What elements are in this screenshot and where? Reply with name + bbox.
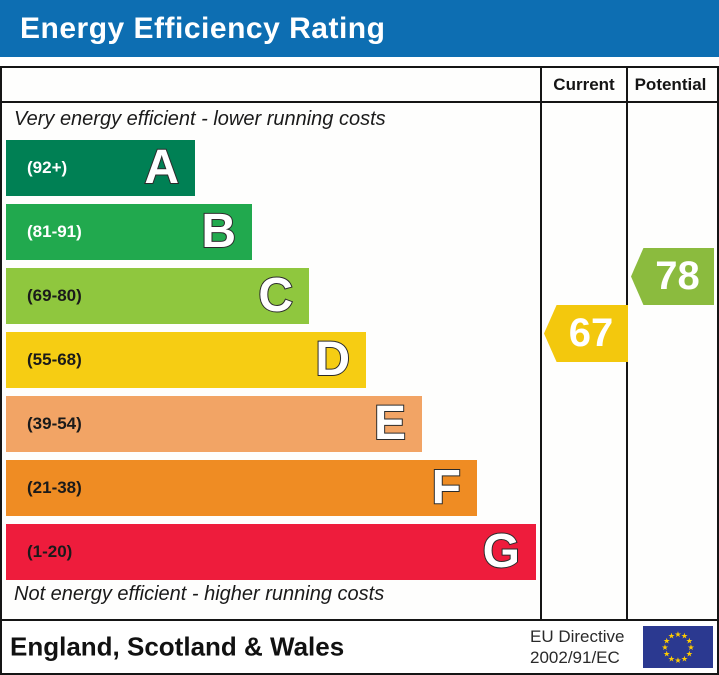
band-a-letter: A: [143, 141, 180, 194]
eu-flag-icon: ★ ★ ★ ★ ★ ★ ★ ★ ★ ★ ★ ★: [643, 626, 713, 668]
bottom-note: Not energy efficient - higher running co…: [14, 583, 385, 605]
region-label: England, Scotland & Wales: [10, 631, 345, 662]
band-d: (55-68) D: [6, 332, 366, 388]
svg-text:★: ★: [661, 643, 668, 652]
page-title: Energy Efficiency Rating: [20, 11, 386, 45]
title-bar: Energy Efficiency Rating: [0, 0, 719, 57]
svg-text:★: ★: [686, 637, 693, 646]
header-divider: [2, 101, 717, 103]
band-b-range: (81-91): [27, 222, 82, 241]
band-a-range: (92+): [27, 158, 68, 177]
column-header-current: Current: [553, 75, 615, 94]
band-c-letter: C: [257, 269, 294, 322]
footer-bar: England, Scotland & Wales EU Directive 2…: [0, 619, 719, 675]
eu-directive-line2: 2002/91/EC: [530, 648, 620, 667]
svg-text:★: ★: [687, 643, 694, 652]
current-arrow: 67: [544, 305, 628, 362]
band-g-range: (1-20): [27, 542, 73, 561]
eu-directive-text: EU Directive 2002/91/EC: [530, 626, 624, 668]
band-f: (21-38) F: [6, 460, 477, 516]
eu-directive-line1: EU Directive: [530, 627, 625, 646]
top-note: Very energy efficient - lower running co…: [14, 108, 386, 130]
band-f-letter: F: [431, 461, 462, 514]
svg-text:★: ★: [668, 632, 675, 641]
band-e-range: (39-54): [27, 414, 82, 433]
band-a: (92+) A: [6, 140, 195, 196]
rating-table: Current Potential Very energy efficient …: [0, 66, 719, 623]
column-divider-current: [540, 68, 542, 621]
svg-text:★: ★: [663, 650, 670, 659]
band-c-range: (69-80): [27, 286, 82, 305]
band-b: (81-91) B: [6, 204, 252, 260]
svg-text:★: ★: [681, 632, 688, 641]
band-c: (69-80) C: [6, 268, 309, 324]
svg-text:★: ★: [668, 654, 675, 663]
svg-text:★: ★: [674, 656, 681, 665]
svg-text:★: ★: [663, 637, 670, 646]
band-e-letter: E: [373, 397, 407, 450]
band-f-range: (21-38): [27, 478, 82, 497]
svg-text:★: ★: [674, 630, 681, 639]
band-d-letter: D: [314, 333, 351, 386]
potential-arrow: 78: [631, 248, 714, 305]
band-e: (39-54) E: [6, 396, 422, 452]
current-value: 67: [568, 311, 614, 355]
band-g-letter: G: [482, 525, 521, 578]
band-b-letter: B: [200, 205, 237, 258]
band-d-range: (55-68): [27, 350, 82, 369]
svg-text:★: ★: [686, 650, 693, 659]
potential-value: 78: [655, 254, 700, 298]
svg-text:★: ★: [681, 654, 688, 663]
column-header-potential: Potential: [634, 75, 707, 94]
band-g: (1-20) G: [6, 524, 536, 580]
